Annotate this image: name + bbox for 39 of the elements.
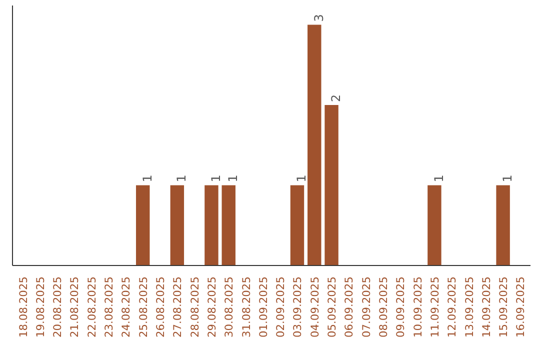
x-tick-label: 29.08.2025 [205,276,218,338]
x-tick-label: 18.08.2025 [16,276,30,338]
x-tick-label: 22.08.2025 [85,276,98,338]
x-tick-label: 13.09.2025 [462,276,476,338]
x-tick-label: 21.08.2025 [68,276,82,338]
x-tick-label: 25.08.2025 [136,276,150,338]
data-label: 3 [312,14,326,22]
x-tick-label: 15.09.2025 [497,276,510,338]
data-label: 1 [294,174,309,182]
x-tick-label: 30.08.2025 [222,276,236,338]
x-tick-label: 05.09.2025 [326,276,339,338]
data-label: 1 [208,174,223,182]
x-tick-label: 28.08.2025 [188,276,202,338]
x-tick-label: 10.09.2025 [411,276,424,338]
x-tick-label: 31.08.2025 [240,276,253,338]
x-tick-label: 04.09.2025 [308,276,322,338]
x-tick-label: 12.09.2025 [446,276,459,338]
x-tick-label: 14.09.2025 [480,276,493,338]
data-label: 2 [329,94,344,102]
data-label: 1 [140,174,154,182]
x-tick-label: 16.09.2025 [514,276,528,338]
data-label: 1 [500,174,515,182]
data-label: 1 [226,174,240,182]
x-tick-label: 20.08.2025 [51,276,64,338]
x-tick-label: 19.08.2025 [34,276,47,338]
x-tick-label: 07.09.2025 [360,276,373,338]
x-tick-label: 01.09.2025 [256,276,270,338]
x-tick-label: 23.08.2025 [102,276,116,338]
x-tick-label: 02.09.2025 [274,276,288,338]
x-tick-label: 03.09.2025 [291,276,304,338]
data-label: 1 [174,174,189,182]
x-tick-label: 08.09.2025 [376,276,390,338]
x-tick-label: 27.08.2025 [171,276,184,338]
x-tick-label: 24.08.2025 [120,276,133,338]
data-label: 1 [432,174,446,182]
x-tick-label: 26.08.2025 [154,276,168,338]
x-tick-label: 11.09.2025 [428,276,442,338]
x-tick-label: 06.09.2025 [342,276,356,338]
x-tick-label: 09.09.2025 [394,276,408,338]
